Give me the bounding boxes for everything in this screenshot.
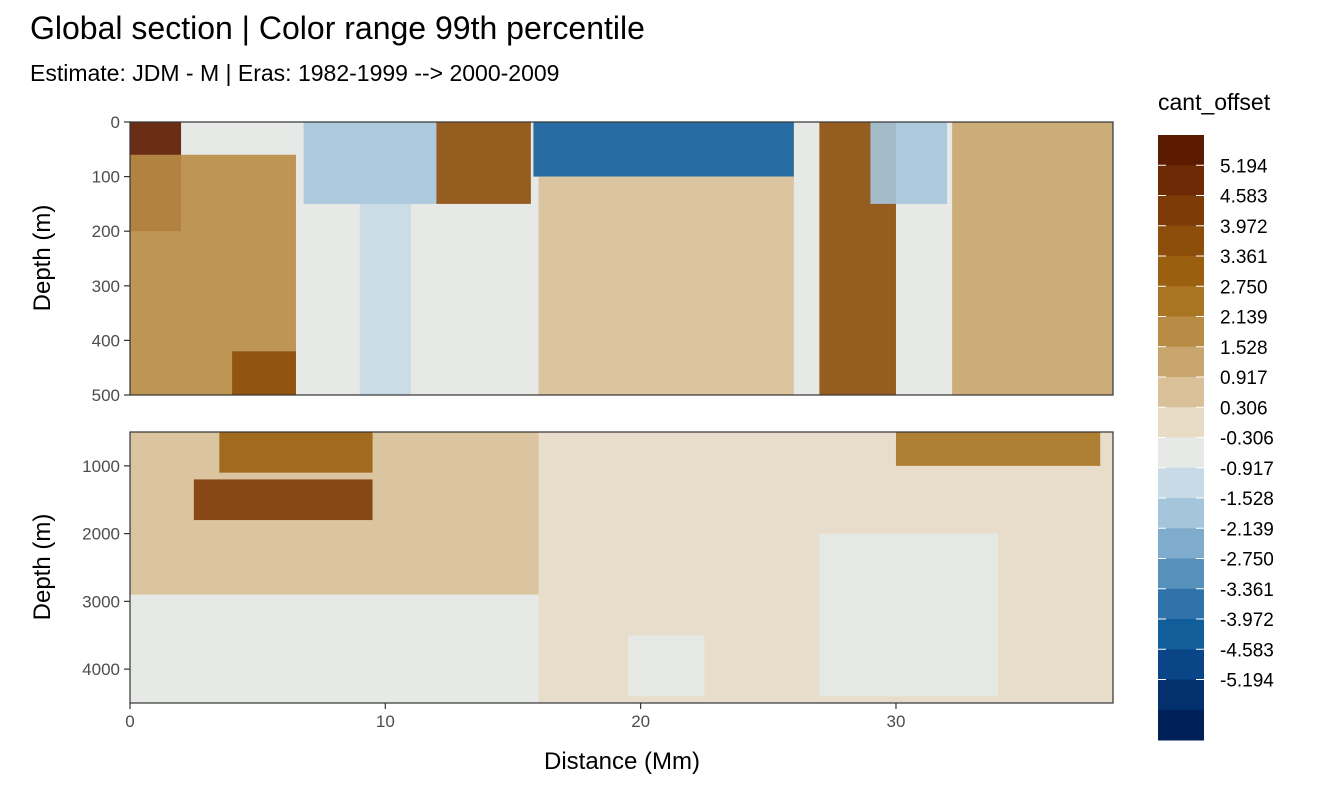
heatmap-cell: [359, 203, 411, 395]
y-tick-label: 2000: [82, 525, 120, 544]
legend-label: -3.972: [1220, 610, 1274, 631]
legend-swatch: [1158, 316, 1204, 348]
legend-label: 1.528: [1220, 338, 1268, 359]
legend-swatch: [1158, 528, 1204, 559]
heatmap-cell: [232, 351, 296, 395]
y-tick-label: 4000: [82, 660, 120, 679]
legend-swatch: [1158, 195, 1204, 227]
legend-label: 2.750: [1220, 277, 1268, 298]
legend-swatch: [1158, 346, 1204, 378]
heatmap-cell: [303, 122, 437, 204]
heatmap-cell: [819, 533, 999, 697]
legend-swatch: [1158, 225, 1204, 257]
x-tick-label: 20: [631, 712, 650, 731]
y-tick-label: 400: [92, 331, 120, 350]
legend-swatch: [1158, 135, 1204, 166]
heatmap-cell: [870, 122, 948, 204]
y-tick-label: 500: [92, 386, 120, 405]
legend-label: -0.917: [1220, 459, 1274, 480]
y-tick-label: 100: [92, 168, 120, 187]
legend-label: -5.194: [1220, 671, 1274, 692]
legend-label: 4.583: [1220, 187, 1268, 208]
x-tick-label: 0: [125, 712, 134, 731]
panels: 0 100 200 300 400 500 1000 2000 3000 4000: [82, 113, 1114, 704]
y-axis-title-bottom: Depth (m): [29, 514, 56, 621]
legend-label: 3.972: [1220, 217, 1268, 238]
x-axis-title: Distance (Mm): [544, 748, 700, 775]
heatmap-cell: [436, 122, 531, 204]
legend-swatch: [1158, 467, 1204, 499]
legend-swatch: [1158, 286, 1204, 317]
legend-swatch: [1158, 256, 1204, 287]
panel-2: [130, 432, 1113, 703]
x-axis: 0 10 20 30: [125, 703, 905, 731]
heatmap-cell: [533, 122, 794, 177]
legend-swatch: [1158, 619, 1204, 650]
legend-swatch: [1158, 437, 1204, 469]
legend-swatch: [1158, 558, 1204, 590]
legend-title: cant_offset: [1158, 89, 1271, 115]
legend-label: 0.306: [1220, 398, 1268, 419]
heatmap-cell: [193, 479, 373, 521]
legend-label: 3.361: [1220, 247, 1268, 268]
heatmap-cell: [219, 432, 373, 473]
x-tick-label: 10: [376, 712, 395, 731]
legend-label: 2.139: [1220, 308, 1268, 329]
legend-label: -4.583: [1220, 640, 1274, 661]
heatmap-cell: [952, 122, 1113, 395]
panel-border: [129, 431, 1114, 704]
x-tick-label: 30: [887, 712, 906, 731]
panel-1: [130, 122, 1113, 395]
y-tick-label: 1000: [82, 457, 120, 476]
heatmap-cell: [538, 176, 794, 395]
y-tick-label: 300: [92, 277, 120, 296]
panel-border: [129, 121, 1114, 396]
legend-swatch: [1158, 588, 1204, 620]
legend-swatch: [1158, 498, 1204, 529]
legend-label: -2.139: [1220, 519, 1274, 540]
legend-label: -2.750: [1220, 550, 1274, 571]
legend-swatch: [1158, 649, 1204, 680]
legend-swatch: [1158, 165, 1204, 196]
legend-swatch: [1158, 679, 1204, 711]
legend-swatch: [1158, 377, 1204, 408]
heatmap-cell: [627, 635, 705, 697]
legend-swatch: [1158, 407, 1204, 438]
legend-label: -3.361: [1220, 580, 1274, 601]
legend-label: -0.306: [1220, 429, 1274, 450]
legend: 5.194 4.583 3.972 3.361 2.750 2.139 1.528 0.917…: [1158, 135, 1274, 741]
legend-label: -1.528: [1220, 489, 1274, 510]
y-tick-label: 0: [111, 113, 120, 132]
legend-swatch: [1158, 709, 1204, 741]
chart-subtitle: Estimate: JDM - M | Eras: 1982-1999 --> …: [30, 60, 560, 86]
chart-title: Global section | Color range 99th percen…: [30, 10, 645, 46]
y-tick-label: 200: [92, 222, 120, 241]
y-tick-label: 3000: [82, 592, 120, 611]
heatmap-cell: [895, 432, 1101, 466]
legend-label: 5.194: [1220, 156, 1268, 177]
legend-label: 0.917: [1220, 368, 1268, 389]
y-axis-title-top: Depth (m): [29, 205, 56, 312]
